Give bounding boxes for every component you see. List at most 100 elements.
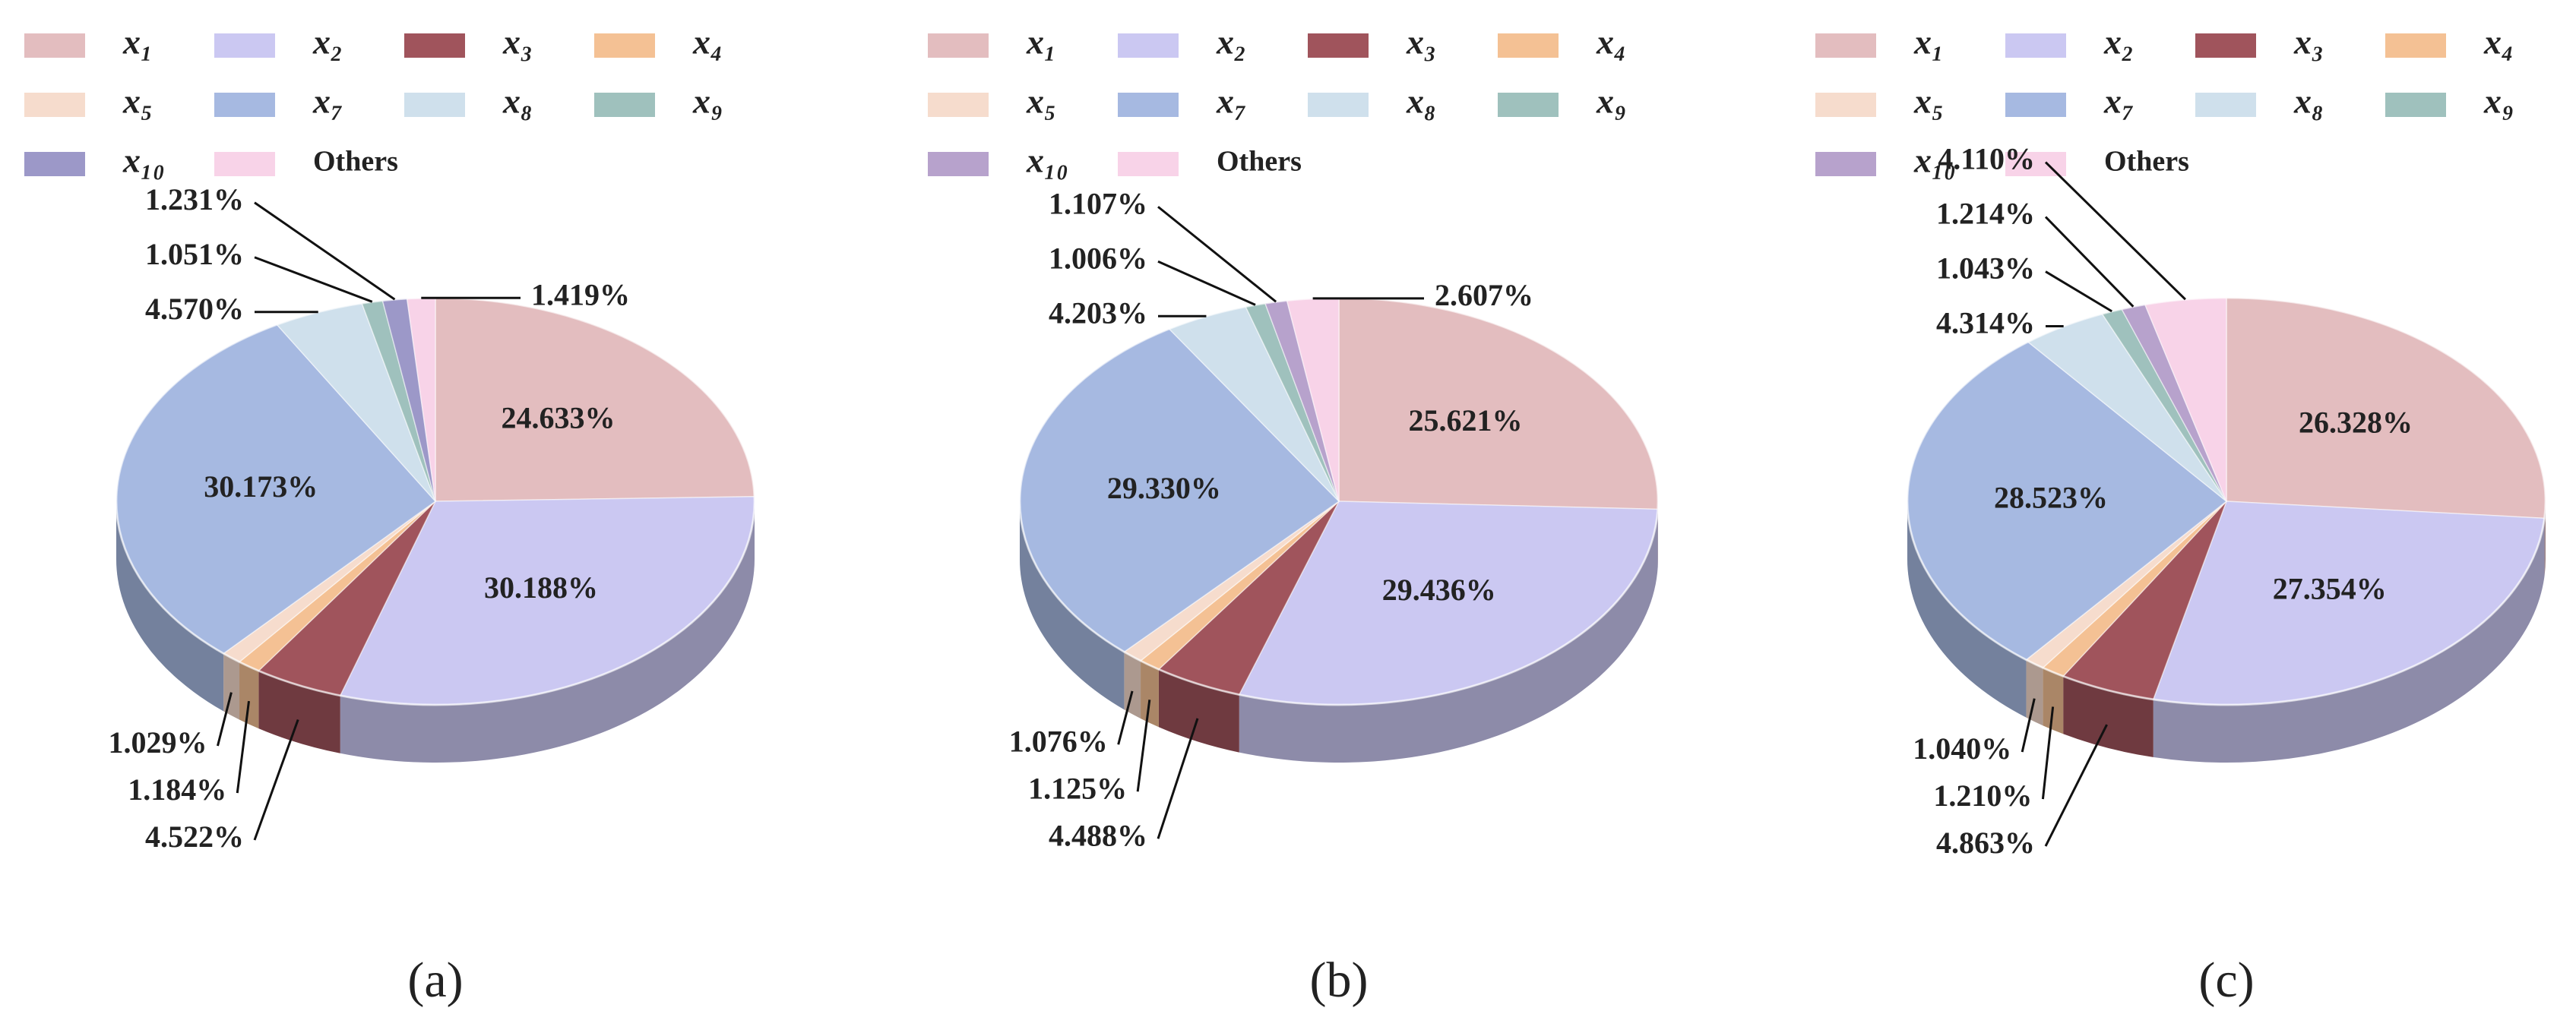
slice-side [2026,659,2043,726]
value-label: 29.436% [1382,573,1496,607]
value-label: 4.488% [1049,818,1147,852]
rim-highlight [1906,296,2547,706]
legend-swatch [2385,33,2446,58]
legend-label: x₉ [1596,82,1626,121]
caption: (a) [407,952,463,1008]
value-label: 4.203% [1049,295,1147,330]
legend-label: x₂ [1216,23,1246,62]
value-label: 26.328% [2299,405,2413,439]
legend-swatch [404,33,465,58]
slice-shade [116,501,224,712]
value-label: 1.214% [1936,197,2035,231]
leader-line [2044,724,2108,847]
legend-swatch [594,93,655,117]
legend-label: Others [313,146,398,178]
pie-panel: x₁ x₂ x₃ x₄ x₅ x₇ x₈ x₉ x₁₀ Others 26.328% 27.354% 2… [1815,23,2547,1008]
legend-swatch [214,93,275,117]
legend-swatch [1118,33,1179,58]
legend-label: x₃ [502,23,533,62]
slice-side [239,662,259,729]
legend-label: x₄ [692,23,723,62]
value-label: 30.173% [204,469,318,504]
legend-swatch [1308,93,1369,117]
value-label: 1.051% [145,237,244,271]
value-label: 24.633% [501,401,615,435]
value-label: 30.188% [484,570,598,605]
legend-label: Others [2104,146,2189,178]
value-label: 4.522% [145,820,244,854]
legend-label: x₅ [1026,82,1056,121]
legend-label: x₉ [2483,82,2514,121]
slice-shade [1239,509,1658,763]
pie-panel: x₁ x₂ x₃ x₄ x₅ x₇ x₈ x₉ x₁₀ Others 24.633% 30.188% 3… [24,23,756,1008]
slice-side [340,501,755,763]
value-label: 4.314% [1936,306,2035,340]
value-label: 4.110% [1938,142,2035,176]
legend-swatch [2195,93,2256,117]
value-label: 1.231% [145,182,244,216]
value-label: 1.125% [1028,771,1127,805]
legend-label: x₁ [1026,23,1056,62]
legend-swatch [214,152,275,176]
value-label: 1.184% [128,772,226,807]
slice-shade [2043,668,2064,734]
value-label: 29.330% [1107,471,1221,505]
legend-label: x₇ [312,82,343,121]
legend-label: x₅ [1913,82,1944,121]
slice [435,297,755,502]
value-label: 1.006% [1049,241,1147,275]
legend-label: x₁ [1913,23,1944,62]
legend-swatch [2005,93,2066,117]
caption: (b) [1310,952,1369,1008]
leader-line [2044,216,2135,308]
legend-label: x₈ [1406,82,1436,121]
legend-label: x₂ [2103,23,2134,62]
legend-swatch [2385,93,2446,117]
leader-line [1157,260,1256,306]
slice-shade [340,501,755,763]
legend-swatch [1815,93,1876,117]
slice-shade [1907,501,2027,718]
leader-line [236,700,251,794]
legend-label: x₄ [2483,23,2514,62]
value-label: 1.076% [1009,724,1108,758]
leader-line [253,719,299,841]
legend-swatch [928,152,989,176]
legend-label: x₁₀ [1913,141,1956,180]
slice-side [1141,660,1159,728]
legend-label: x₁₀ [1026,141,1068,180]
legend-label: Others [1217,146,1302,178]
legend-label: x₈ [2293,82,2324,121]
legend-swatch [2005,33,2066,58]
legend-label: x₉ [692,82,723,121]
leader-line [2045,270,2112,313]
legend-label: x₅ [122,82,153,121]
legend-label: x₁ [122,23,153,62]
value-label: 1.210% [1933,779,2032,813]
leader-line [2044,161,2186,301]
slice-shade [1141,660,1159,728]
legend-label: x₃ [1406,23,1436,62]
value-label: 27.354% [2273,571,2387,605]
slice-side [1020,501,1125,710]
value-label: 1.107% [1049,186,1147,220]
leader-line [254,256,373,303]
leader-line [2041,706,2055,800]
value-label: 28.523% [1994,481,2108,515]
pie-panel: x₁ x₂ x₃ x₄ x₅ x₇ x₈ x₉ x₁₀ Others 25.621% 29.436% 2… [928,23,1660,1008]
legend-swatch [1308,33,1369,58]
slice-side [2153,518,2545,763]
slice-side [1239,509,1658,763]
slice-shade [1020,501,1125,710]
slice-side [2043,668,2064,734]
slice-side [116,501,224,712]
value-label: 25.621% [1408,403,1522,437]
value-label: 4.570% [145,292,244,326]
legend-swatch [24,93,85,117]
legend-swatch [1118,152,1179,176]
slice-shade [2153,518,2545,763]
leader-line [1157,718,1199,839]
value-label: 1.419% [531,277,630,311]
leader-line [2021,698,2036,753]
value-label: 1.040% [1913,731,2011,766]
